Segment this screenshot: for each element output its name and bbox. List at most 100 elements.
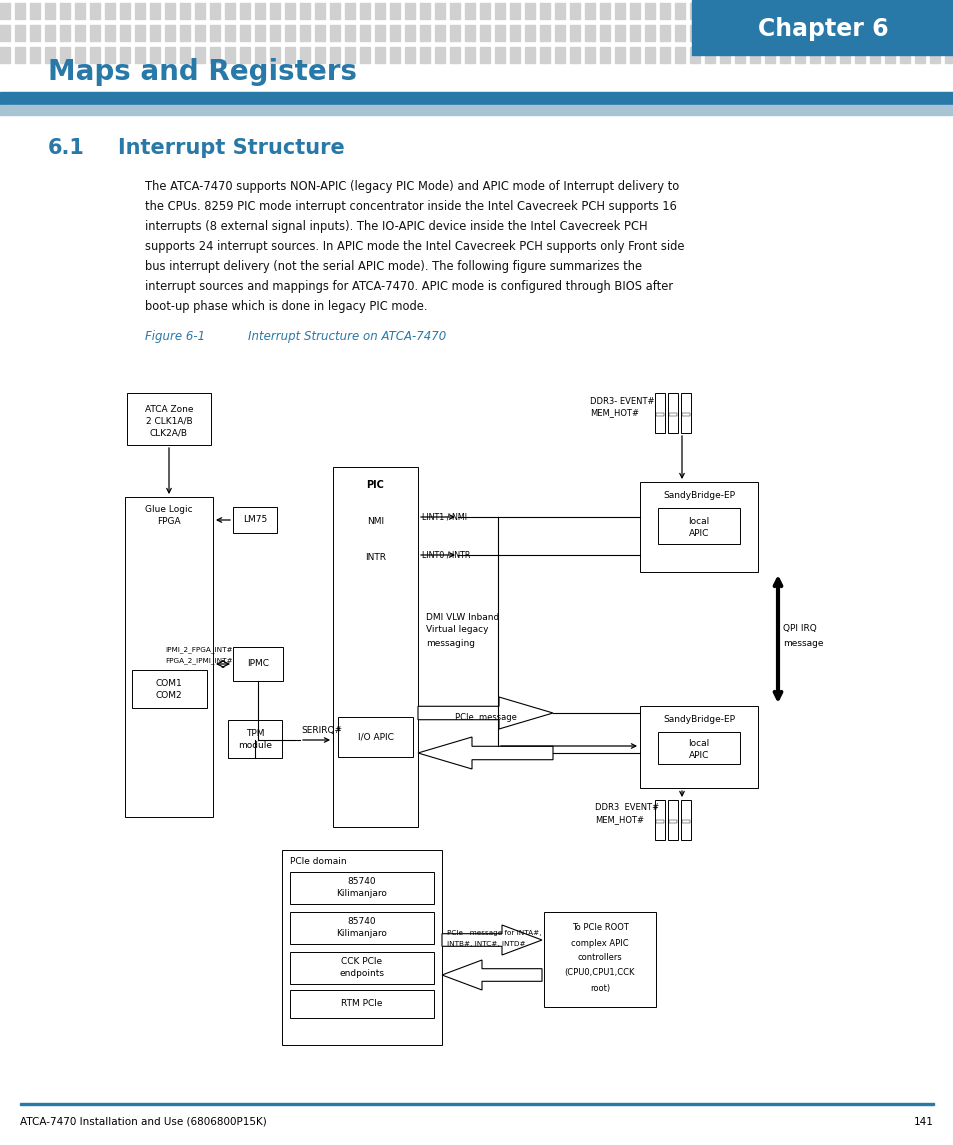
Bar (510, 47, 519, 63)
Bar (764, 3, 774, 19)
Bar (233, 507, 276, 534)
Bar (345, 25, 355, 41)
Bar (809, 25, 820, 41)
Text: 141: 141 (913, 1118, 933, 1127)
Bar (734, 25, 744, 41)
Text: 85740: 85740 (347, 877, 375, 886)
Bar (135, 47, 145, 63)
Bar (734, 47, 744, 63)
Bar (20, 1103, 933, 1105)
Text: messaging: messaging (426, 639, 475, 648)
Bar (569, 25, 579, 41)
Bar (543, 913, 656, 1006)
Text: QPI IRQ: QPI IRQ (782, 624, 816, 633)
Bar (780, 3, 789, 19)
Bar (510, 25, 519, 41)
Bar (569, 3, 579, 19)
Text: DDR3- EVENT#: DDR3- EVENT# (589, 396, 654, 405)
Bar (689, 25, 700, 41)
Bar (539, 25, 550, 41)
Bar (764, 25, 774, 41)
Bar (120, 47, 130, 63)
Bar (390, 3, 399, 19)
Bar (240, 3, 250, 19)
Bar (584, 47, 595, 63)
Bar (314, 25, 325, 41)
Bar (405, 25, 415, 41)
Bar (655, 800, 664, 840)
Bar (644, 3, 655, 19)
Bar (125, 497, 213, 818)
Bar (780, 25, 789, 41)
Bar (375, 3, 385, 19)
Text: ATCA-7470 Installation and Use (6806800P15K): ATCA-7470 Installation and Use (6806800P… (20, 1118, 267, 1127)
Text: ATCA Zone: ATCA Zone (145, 404, 193, 413)
Bar (390, 47, 399, 63)
Bar (90, 25, 100, 41)
Bar (450, 47, 459, 63)
Bar (464, 3, 475, 19)
Bar (375, 47, 385, 63)
Text: 85740: 85740 (347, 917, 375, 926)
Bar (450, 3, 459, 19)
Bar (524, 47, 535, 63)
Text: Glue Logic: Glue Logic (145, 505, 193, 514)
Bar (794, 3, 804, 19)
Bar (824, 3, 834, 19)
Bar (285, 25, 294, 41)
Text: 2 CLK1A/B: 2 CLK1A/B (146, 417, 193, 426)
Text: Interrupt Structure on ATCA-7470: Interrupt Structure on ATCA-7470 (248, 330, 446, 344)
Bar (60, 47, 70, 63)
Bar (668, 413, 677, 416)
Bar (450, 25, 459, 41)
Bar (656, 413, 663, 416)
Bar (150, 3, 160, 19)
Bar (629, 3, 639, 19)
Bar (555, 3, 564, 19)
Bar (884, 25, 894, 41)
Bar (869, 3, 879, 19)
Text: FPGA_2_IPMI_INT#: FPGA_2_IPMI_INT# (165, 657, 233, 664)
Bar (45, 47, 55, 63)
Text: PCIe domain: PCIe domain (290, 858, 346, 867)
Bar (914, 3, 924, 19)
Bar (75, 47, 85, 63)
Text: local: local (688, 516, 709, 526)
Bar (270, 3, 280, 19)
Bar (30, 3, 40, 19)
Bar (584, 25, 595, 41)
Bar (419, 3, 430, 19)
Text: IPMC: IPMC (247, 660, 269, 669)
Bar (359, 47, 370, 63)
Bar (479, 3, 490, 19)
Bar (419, 25, 430, 41)
Bar (30, 47, 40, 63)
Bar (330, 25, 339, 41)
Text: To PCIe ROOT: To PCIe ROOT (571, 924, 628, 932)
Bar (180, 25, 190, 41)
Bar (659, 25, 669, 41)
Bar (282, 850, 441, 1045)
Bar (689, 47, 700, 63)
Bar (681, 820, 689, 823)
Text: boot-up phase which is done in legacy PIC mode.: boot-up phase which is done in legacy PI… (145, 300, 427, 313)
Bar (629, 47, 639, 63)
Bar (629, 25, 639, 41)
Bar (691, 0, 953, 55)
Text: LINT1 / NMI: LINT1 / NMI (421, 513, 467, 521)
Bar (194, 25, 205, 41)
Bar (555, 25, 564, 41)
Text: INTR: INTR (365, 553, 386, 561)
Bar (330, 3, 339, 19)
Bar (659, 47, 669, 63)
Bar (180, 3, 190, 19)
Bar (194, 47, 205, 63)
Bar (405, 3, 415, 19)
Text: SandyBridge-EP: SandyBridge-EP (662, 490, 734, 499)
Text: Figure 6-1: Figure 6-1 (145, 330, 205, 344)
Bar (824, 25, 834, 41)
Bar (228, 720, 282, 758)
Bar (854, 47, 864, 63)
Bar (524, 25, 535, 41)
Bar (914, 47, 924, 63)
